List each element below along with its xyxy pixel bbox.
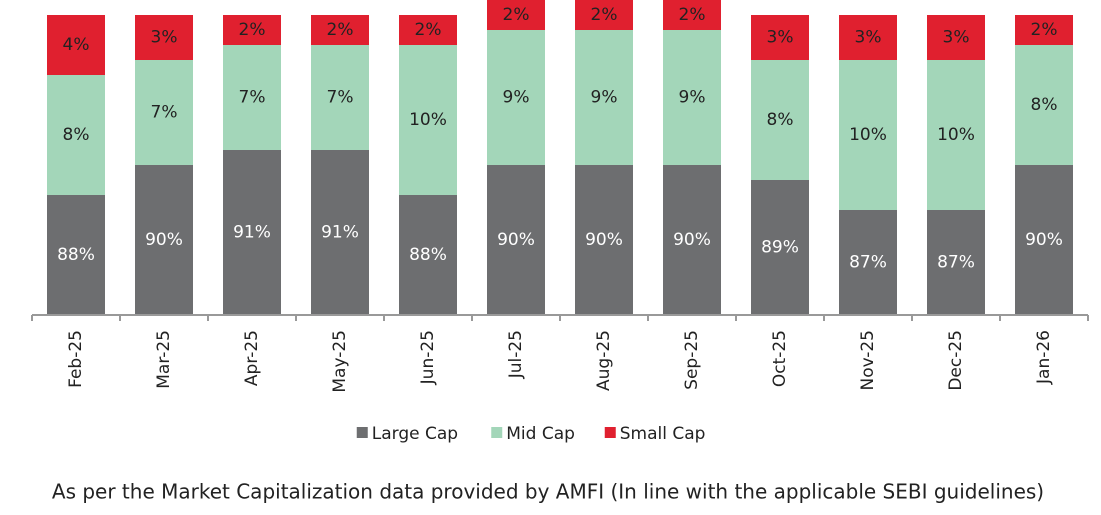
bar-segment [135, 15, 193, 60]
bar-segment [487, 0, 545, 30]
value-label: 90% [585, 230, 623, 250]
bar-segment [839, 60, 897, 210]
value-label: 8% [63, 125, 90, 145]
bar-segment [223, 45, 281, 150]
value-label: 88% [57, 245, 95, 265]
x-tick-label: Jul-25 [506, 330, 526, 379]
bar-segment [311, 15, 369, 45]
legend-swatch [491, 427, 503, 438]
x-tick-label: Oct-25 [770, 330, 790, 387]
x-tick-label: Dec-25 [946, 330, 966, 391]
value-label: 88% [409, 245, 447, 265]
bar-segment [839, 15, 897, 60]
bar-segment [1015, 165, 1073, 315]
legend-swatch [604, 427, 616, 438]
x-tick-label: Aug-25 [594, 330, 614, 391]
bar-segment [927, 15, 985, 60]
value-label: 2% [1031, 20, 1058, 40]
bar-segment [839, 210, 897, 315]
value-label: 87% [849, 253, 887, 273]
value-label: 9% [503, 88, 530, 108]
legend-label: Small Cap [620, 424, 706, 444]
value-label: 2% [591, 5, 618, 25]
x-tick-label: May-25 [330, 330, 350, 393]
bar-segment [751, 60, 809, 180]
value-label: 90% [673, 230, 711, 250]
value-label: 9% [679, 88, 706, 108]
value-label: 10% [409, 110, 447, 130]
bar-segment [399, 195, 457, 315]
value-label: 9% [591, 88, 618, 108]
value-label: 90% [145, 230, 183, 250]
x-tick-label: Sep-25 [682, 330, 702, 390]
bar-segment [575, 165, 633, 315]
value-label: 3% [855, 28, 882, 48]
value-label: 8% [1031, 95, 1058, 115]
value-label: 8% [767, 110, 794, 130]
value-label: 2% [239, 20, 266, 40]
x-tick-label: Apr-25 [242, 330, 262, 386]
footnote: As per the Market Capitalization data pr… [52, 480, 1044, 504]
bar-segment [47, 15, 105, 75]
value-label: 91% [233, 223, 271, 243]
value-label: 10% [937, 125, 975, 145]
value-label: 90% [497, 230, 535, 250]
bar-segment [135, 60, 193, 165]
value-label: 87% [937, 253, 975, 273]
bar-segment [223, 15, 281, 45]
bar-segment [751, 180, 809, 315]
value-label: 7% [239, 88, 266, 108]
value-label: 10% [849, 125, 887, 145]
value-label: 91% [321, 223, 359, 243]
value-label: 90% [1025, 230, 1063, 250]
x-tick-label: Jan-26 [1034, 330, 1054, 385]
bar-segment [223, 150, 281, 315]
x-tick-label: Mar-25 [154, 330, 174, 389]
legend-label: Large Cap [372, 424, 458, 444]
bar-segment [47, 195, 105, 315]
value-label: 3% [767, 28, 794, 48]
bar-segment [927, 60, 985, 210]
bar-segment [663, 0, 721, 30]
value-label: 4% [63, 35, 90, 55]
bar-segment [1015, 45, 1073, 165]
value-label: 3% [151, 28, 178, 48]
x-tick-label: Nov-25 [858, 330, 878, 391]
bar-segment [47, 75, 105, 195]
value-label: 2% [679, 5, 706, 25]
bar-segment [927, 210, 985, 315]
legend-swatch [356, 427, 368, 438]
bar-segment [135, 165, 193, 315]
x-tick-label: Feb-25 [66, 330, 86, 388]
bar-segment [575, 0, 633, 30]
value-label: 7% [151, 103, 178, 123]
bar-segment [487, 165, 545, 315]
value-label: 2% [415, 20, 442, 40]
value-label: 7% [327, 88, 354, 108]
bar-segment [487, 30, 545, 165]
value-label: 3% [943, 28, 970, 48]
bar-segment [751, 15, 809, 60]
bar-segment [399, 45, 457, 195]
x-tick-label: Jun-25 [418, 330, 438, 385]
bar-segment [663, 165, 721, 315]
value-label: 2% [503, 5, 530, 25]
bar-segment [311, 45, 369, 150]
legend-label: Mid Cap [506, 424, 575, 444]
bar-segment [311, 150, 369, 315]
bar-segment [575, 30, 633, 165]
bar-segment [399, 15, 457, 45]
value-label: 2% [327, 20, 354, 40]
value-label: 89% [761, 238, 799, 258]
bar-segment [1015, 15, 1073, 45]
bar-segment [663, 30, 721, 165]
